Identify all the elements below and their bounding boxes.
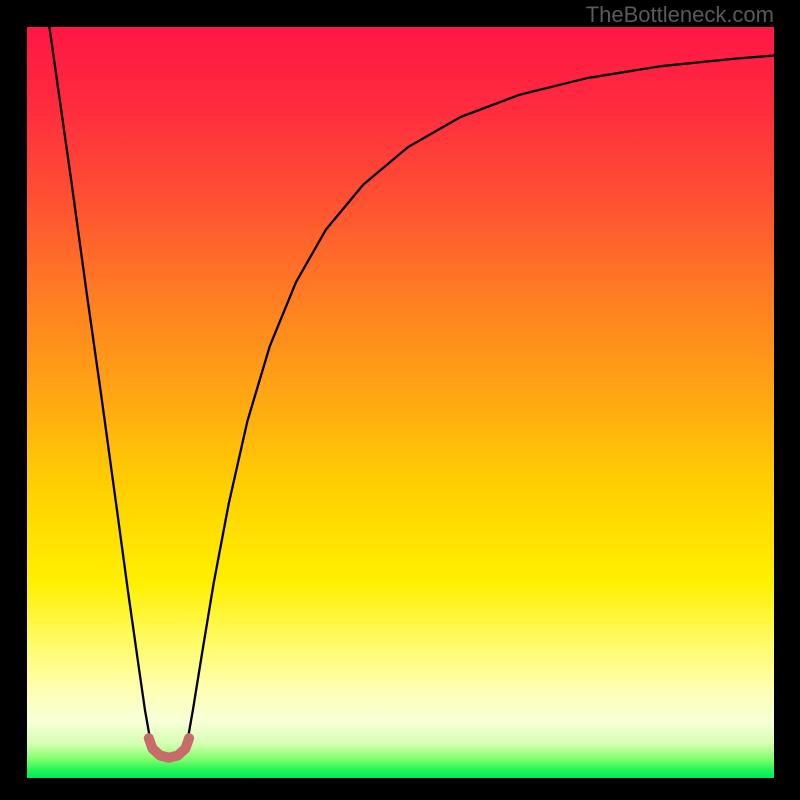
optimal-marker — [149, 738, 189, 758]
curve-layer — [27, 27, 774, 778]
left-branch-dip — [49, 27, 151, 744]
chart-stage: TheBottleneck.com — [0, 0, 800, 800]
plot-area — [27, 27, 774, 778]
watermark-text: TheBottleneck.com — [586, 2, 774, 28]
right-branch-recovery — [187, 56, 774, 745]
